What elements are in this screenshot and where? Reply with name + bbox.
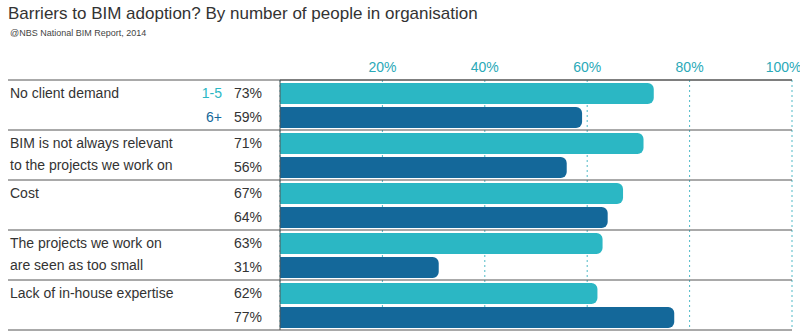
svg-text:73%: 73% <box>234 85 262 101</box>
svg-text:56%: 56% <box>234 159 262 175</box>
svg-text:62%: 62% <box>234 285 262 301</box>
svg-text:64%: 64% <box>234 209 262 225</box>
svg-text:to the projects we work on: to the projects we work on <box>10 157 173 173</box>
svg-text:20%: 20% <box>368 59 396 75</box>
svg-text:No client demand: No client demand <box>10 85 119 101</box>
svg-text:77%: 77% <box>234 309 262 325</box>
svg-text:60%: 60% <box>573 59 601 75</box>
html-text:@NBS National BIM Report, 2014: @NBS National BIM Report, 2014 <box>10 28 147 38</box>
svg-text:80%: 80% <box>676 59 704 75</box>
html-text:Barriers to BIM adoption? By n: Barriers to BIM adoption? By number of p… <box>8 4 478 23</box>
svg-text:1-5: 1-5 <box>202 85 222 101</box>
svg-text:31%: 31% <box>234 259 262 275</box>
svg-text:71%: 71% <box>234 135 262 151</box>
svg-text:100%: 100% <box>766 59 792 75</box>
svg-text:40%: 40% <box>471 59 499 75</box>
svg-text:BIM is not always relevant: BIM is not always relevant <box>10 135 173 151</box>
svg-text:67%: 67% <box>234 185 262 201</box>
svg-text:Lack of in-house expertise: Lack of in-house expertise <box>10 285 174 301</box>
svg-text:59%: 59% <box>234 109 262 125</box>
svg-text:The projects we work on: The projects we work on <box>10 235 162 251</box>
svg-text:63%: 63% <box>234 235 262 251</box>
svg-text:Cost: Cost <box>10 185 39 201</box>
svg-text:6+: 6+ <box>206 109 222 125</box>
svg-text:are seen as too small: are seen as too small <box>10 257 143 273</box>
